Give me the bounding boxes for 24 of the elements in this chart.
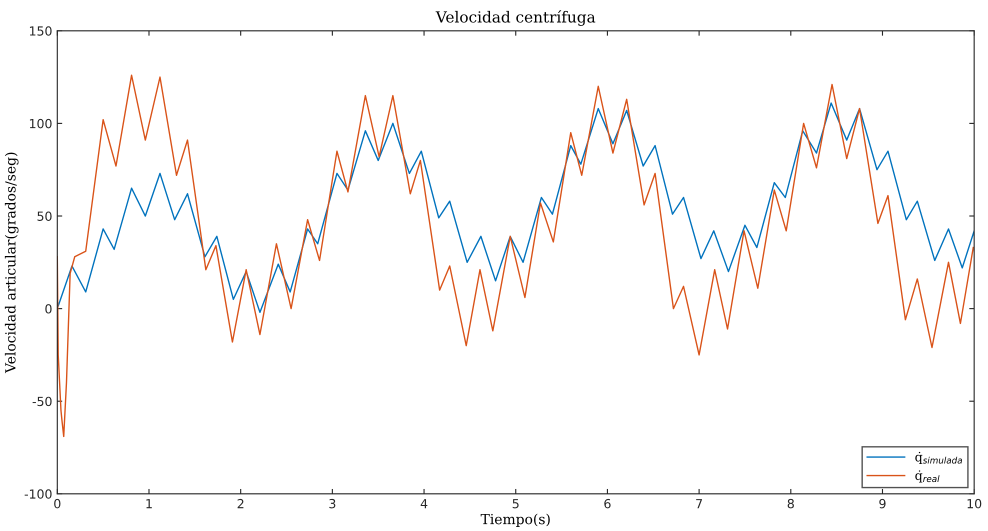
- x-tick-label: 6: [604, 498, 611, 508]
- x-tick-label: 0: [54, 498, 60, 508]
- y-tick-label: -50: [32, 396, 52, 406]
- chart-title: Velocidad centrífuga: [436, 10, 596, 26]
- line-series: [57, 74, 974, 438]
- x-tick-label: 1: [146, 499, 152, 508]
- y-axis-title: Velocidad articular(grados/seg): [4, 152, 19, 374]
- x-tick-label: 8: [788, 498, 794, 508]
- y-tick-label: 150: [30, 26, 52, 36]
- y-tick-label: -100: [24, 489, 52, 499]
- line-series: [57, 102, 974, 314]
- x-tick-label: 2: [238, 498, 244, 508]
- legend-label: q̇$_{simulada}$: [915, 452, 962, 464]
- y-tick-label: 100: [30, 118, 52, 128]
- x-tick-label: 3: [329, 498, 336, 508]
- y-tick-label: 50: [38, 211, 52, 221]
- x-tick-label: 4: [420, 499, 428, 508]
- y-tick-label: 0: [45, 304, 52, 314]
- legend-label: q̇$_{real}$: [915, 470, 940, 483]
- x-tick-label: 9: [879, 498, 886, 508]
- x-tick-label: 10: [968, 498, 982, 508]
- x-tick-label: 7: [696, 499, 702, 508]
- x-tick-label: 5: [512, 499, 519, 508]
- x-axis-title: Tiempo(s): [480, 514, 550, 528]
